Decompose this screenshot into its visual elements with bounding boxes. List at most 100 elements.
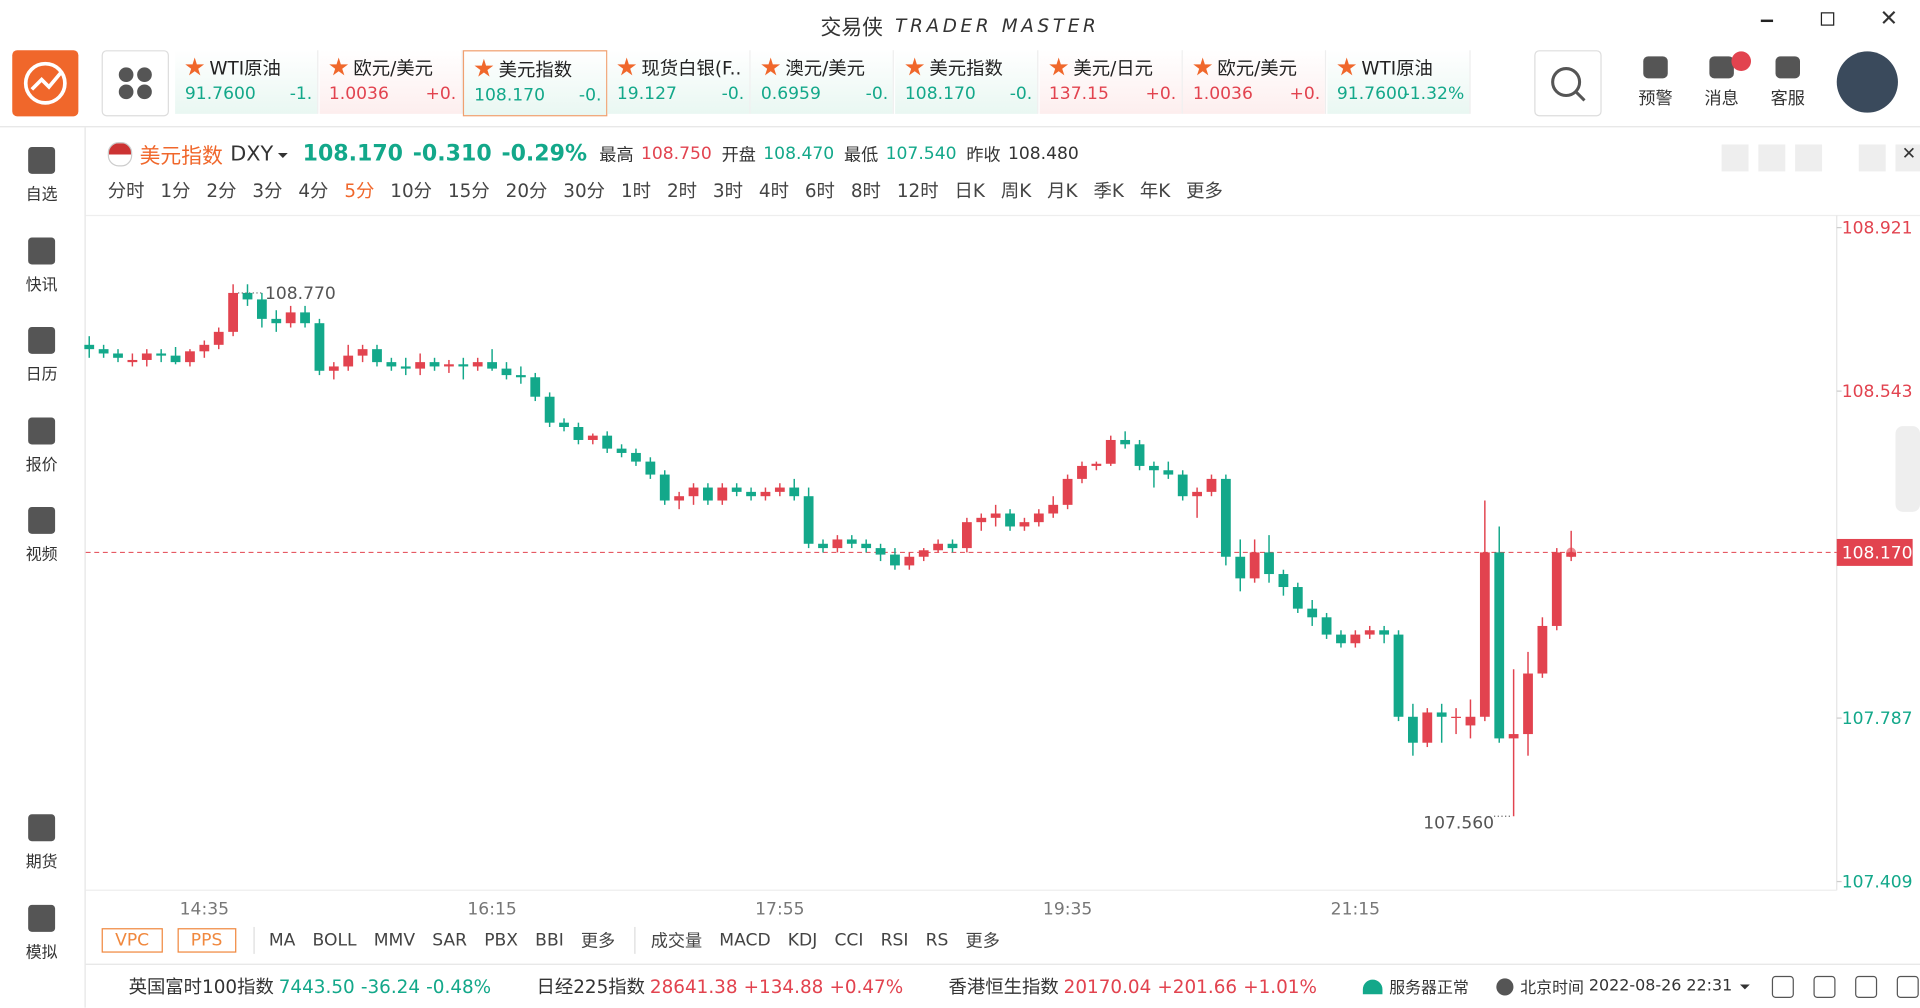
indicator-box[interactable]: VPC [101, 928, 163, 953]
candle-body [1249, 552, 1260, 579]
action-icon [1643, 56, 1668, 79]
candle-body [760, 491, 771, 497]
sidebar-item[interactable]: 报价 [0, 416, 83, 474]
candle-body [127, 359, 138, 363]
candle-body [544, 396, 555, 423]
watch-tile[interactable]: 美元指数 108.170 -0. [463, 50, 608, 117]
period-button[interactable]: 8时 [850, 180, 881, 203]
candle-body [703, 487, 713, 501]
tool-button[interactable] [1721, 144, 1749, 172]
indicator-button[interactable]: 成交量 [650, 931, 703, 952]
period-button[interactable]: 2分 [206, 180, 237, 203]
action-button[interactable]: 客服 [1761, 56, 1815, 110]
indicator-button[interactable]: RS [925, 930, 949, 951]
tool-button[interactable] [1758, 144, 1786, 172]
watch-tile[interactable]: 澳元/美元 0.6959 -0. [751, 50, 895, 114]
action-label: 预警 [1638, 89, 1673, 109]
y-tick-label: 107.787 [1842, 709, 1913, 729]
watch-tile[interactable]: 现货白银(F.. 19.127 -0. [607, 50, 751, 114]
candle-body [429, 362, 440, 367]
period-button[interactable]: 2时 [666, 180, 698, 203]
indicator-button[interactable]: BOLL [312, 930, 357, 951]
watch-tile[interactable]: 欧元/美元 1.0036 +0. [319, 50, 463, 114]
logo[interactable] [12, 50, 79, 117]
indicator-button[interactable]: 更多 [965, 931, 1000, 952]
quote-price: 108.170 [302, 140, 403, 167]
minimize-button[interactable] [1760, 19, 1774, 22]
sidebar-item[interactable]: 自选 [0, 146, 83, 204]
fullscreen-button[interactable] [1858, 144, 1886, 172]
indicator-button[interactable]: SAR [432, 930, 468, 951]
indicator-box[interactable]: PPS [177, 928, 236, 953]
watch-change: -1.32% [1403, 84, 1465, 105]
watch-tile[interactable]: 欧元/美元 1.0036 +0. [1183, 50, 1327, 114]
indicator-button[interactable]: CCI [834, 930, 864, 951]
period-button[interactable]: 5分 [344, 180, 375, 203]
tool-button[interactable] [1795, 144, 1823, 172]
candle-body [386, 362, 397, 367]
menu-button[interactable] [101, 50, 169, 117]
watch-tile[interactable]: WTI原油 91.7600 -1. [175, 50, 319, 114]
app-subtitle: TRADER MASTER [895, 14, 1100, 37]
candle-body [213, 331, 224, 345]
candle-body [98, 349, 109, 354]
period-button[interactable]: 30分 [563, 180, 606, 203]
period-button[interactable]: 3分 [252, 180, 283, 203]
candle-body [228, 292, 239, 332]
period-button[interactable]: 20分 [505, 180, 548, 203]
watch-tile[interactable]: WTI原油 91.7600 -1.32% [1327, 50, 1471, 114]
sidebar-item[interactable]: 期货 [0, 814, 83, 872]
indicator-button[interactable]: 更多 [580, 931, 616, 952]
time-label: 北京时间 [1520, 979, 1584, 998]
candle-body [444, 364, 454, 367]
indicator-button[interactable]: MA [268, 930, 296, 951]
watch-tile[interactable]: 美元/日元 137.15 +0. [1039, 50, 1183, 114]
period-button[interactable]: 10分 [390, 180, 433, 203]
watch-tile[interactable]: 美元指数 108.170 -0. [895, 50, 1039, 114]
stat-label: 最低 [843, 145, 879, 165]
close-button[interactable]: ✕ [1879, 6, 1899, 32]
avatar[interactable] [1836, 51, 1898, 113]
indicator-button[interactable]: MMV [373, 930, 416, 951]
period-button[interactable]: 季K [1093, 180, 1124, 203]
period-button[interactable]: 月K [1047, 180, 1078, 203]
sidebar-item[interactable]: 快讯 [0, 236, 83, 294]
indicator-button[interactable]: KDJ [787, 930, 818, 951]
period-button[interactable]: 1分 [160, 180, 191, 203]
period-button[interactable]: 6时 [804, 180, 835, 203]
candle-body [890, 554, 900, 566]
indicator-button[interactable]: MACD [719, 930, 771, 951]
candle-body [530, 377, 541, 397]
close-chart-button[interactable]: ✕ [1895, 144, 1920, 172]
flag-icon [107, 141, 133, 166]
restore-button[interactable] [1820, 12, 1835, 26]
indicator-button[interactable]: RSI [880, 930, 909, 951]
candle-body [415, 362, 426, 369]
period-button[interactable]: 12时 [896, 180, 939, 203]
action-button[interactable]: 消息 [1695, 56, 1749, 110]
candle-body [961, 522, 972, 549]
period-button[interactable]: 1时 [620, 180, 652, 203]
period-button[interactable]: 分时 [107, 180, 145, 203]
period-button[interactable]: 3时 [712, 180, 743, 203]
search-button[interactable] [1534, 50, 1602, 117]
period-button[interactable]: 4分 [298, 180, 329, 203]
indicator-button[interactable]: BBI [535, 930, 564, 951]
sidebar-item[interactable]: 视频 [0, 506, 83, 564]
period-button[interactable]: 周K [1000, 180, 1032, 203]
period-button[interactable]: 更多 [1186, 180, 1223, 203]
period-button[interactable]: 4时 [758, 180, 789, 203]
sidebar-item[interactable]: 模拟 [0, 904, 83, 962]
period-button[interactable]: 15分 [447, 180, 490, 203]
collapse-tab[interactable] [1895, 426, 1920, 512]
sidebar-item[interactable]: 日历 [0, 326, 83, 384]
status-icon[interactable] [1813, 975, 1836, 998]
status-icon[interactable] [1896, 975, 1919, 998]
status-icon[interactable] [1771, 975, 1794, 998]
indicator-button[interactable]: PBX [484, 930, 519, 951]
candle-body [185, 351, 195, 363]
period-button[interactable]: 年K [1139, 180, 1171, 203]
status-icon[interactable] [1854, 975, 1877, 998]
action-button[interactable]: 预警 [1629, 56, 1683, 110]
period-button[interactable]: 日K [954, 180, 985, 203]
